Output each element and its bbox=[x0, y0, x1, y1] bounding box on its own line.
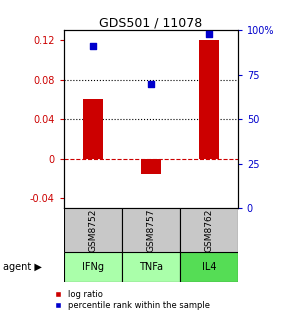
Legend: log ratio, percentile rank within the sample: log ratio, percentile rank within the sa… bbox=[53, 290, 211, 310]
Text: GSM8757: GSM8757 bbox=[146, 208, 155, 252]
Title: GDS501 / 11078: GDS501 / 11078 bbox=[99, 16, 202, 29]
Point bbox=[206, 31, 211, 37]
Bar bbox=[141, 159, 161, 174]
Text: IFNg: IFNg bbox=[82, 262, 104, 272]
Text: GSM8762: GSM8762 bbox=[204, 208, 213, 252]
Bar bbox=[83, 99, 103, 159]
Bar bbox=[122, 252, 180, 282]
Bar bbox=[122, 208, 180, 252]
Bar bbox=[180, 252, 238, 282]
Bar bbox=[64, 208, 122, 252]
Point bbox=[90, 44, 95, 49]
Text: agent ▶: agent ▶ bbox=[3, 262, 42, 272]
Bar bbox=[180, 208, 238, 252]
Bar bbox=[199, 40, 219, 159]
Text: TNFa: TNFa bbox=[139, 262, 163, 272]
Text: IL4: IL4 bbox=[202, 262, 216, 272]
Bar bbox=[64, 252, 122, 282]
Point bbox=[148, 81, 153, 86]
Text: GSM8752: GSM8752 bbox=[88, 208, 97, 252]
